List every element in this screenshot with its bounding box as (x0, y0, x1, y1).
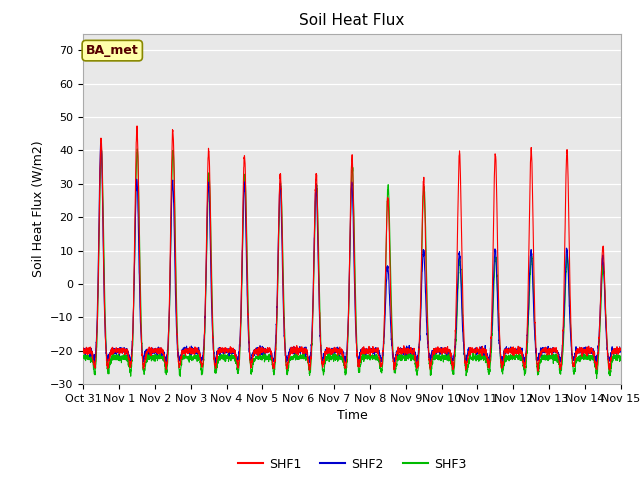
X-axis label: Time: Time (337, 409, 367, 422)
Text: BA_met: BA_met (86, 44, 139, 57)
Title: Soil Heat Flux: Soil Heat Flux (300, 13, 404, 28)
Y-axis label: Soil Heat Flux (W/m2): Soil Heat Flux (W/m2) (31, 141, 44, 277)
Legend: SHF1, SHF2, SHF3: SHF1, SHF2, SHF3 (233, 453, 471, 476)
